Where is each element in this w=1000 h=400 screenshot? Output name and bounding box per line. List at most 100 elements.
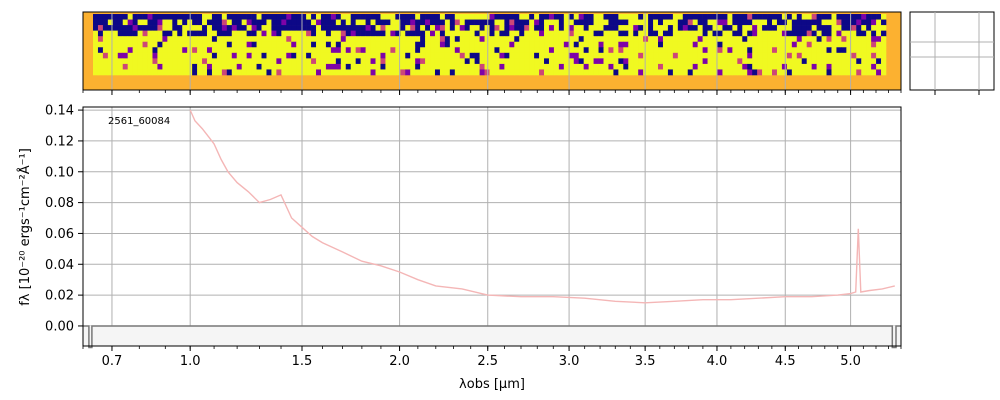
spectrum-2d-pixel <box>469 69 475 76</box>
spectrum-2d-pixel <box>514 69 520 76</box>
spectrum-2d-pixel <box>286 30 292 37</box>
spectrum-2d-pixel <box>539 30 545 37</box>
spectrum-2d-pixel <box>469 36 475 43</box>
spectrum-2d-pixel <box>162 25 168 31</box>
spectrum-2d-pixel <box>553 69 560 76</box>
spectrum-2d-pixel <box>866 30 872 37</box>
spectrum-2d-pixel <box>544 69 550 76</box>
spectrum-2d-pixel <box>821 47 827 54</box>
spectrum-2d-pixel <box>206 58 213 65</box>
spectrum-2d-pixel <box>102 63 109 70</box>
spectrum-2d-pixel <box>157 25 163 31</box>
spectrum-2d-pixel <box>117 41 124 48</box>
spectrum-2d-pixel <box>881 14 887 20</box>
spectrum-2d-pixel <box>786 47 793 54</box>
spectrum-2d-pixel <box>127 52 133 59</box>
spectrum-2d-pixel <box>836 63 842 70</box>
spectrum-2d-pixel <box>197 25 203 31</box>
spectrum-2d-pixel <box>767 36 773 43</box>
spectrum-2d-pixel <box>271 19 277 26</box>
spectrum-2d-pixel <box>598 69 604 76</box>
spectrum-2d-pixel <box>628 63 634 70</box>
spectrum-2d-pixel <box>385 63 391 70</box>
spectrum-2d-pixel <box>256 41 262 48</box>
spectrum-2d-pixel <box>697 30 703 37</box>
spectrum-2d-pixel <box>385 47 391 54</box>
spectrum-2d-pixel <box>261 52 267 59</box>
spectrum-2d-pixel <box>117 30 124 37</box>
spectrum-2d-pixel <box>97 14 104 20</box>
spectrum-2d-pixel <box>672 58 679 65</box>
spectrum-2d-pixel <box>439 63 446 70</box>
spectrum-2d-pixel <box>633 36 639 43</box>
spectrum-2d-pixel <box>876 25 882 31</box>
spectrum-2d-pixel <box>316 36 322 43</box>
spectrum-2d-pixel <box>281 63 287 70</box>
spectrum-2d-pixel <box>762 52 768 59</box>
spectrum-2d-pixel <box>856 52 862 59</box>
spectrum-2d-pixel <box>281 69 287 76</box>
spectrum-2d-pixel <box>588 41 594 48</box>
spectrum-2d-pixel <box>757 41 763 48</box>
spectrum-2d-pixel <box>157 58 163 65</box>
spectrum-2d-pixel <box>325 69 332 76</box>
spectrum-2d-pixel <box>791 14 798 20</box>
spectrum-2d-pixel <box>658 25 664 31</box>
spectrum-2d-pixel <box>142 69 148 76</box>
spectrum-2d-pixel <box>286 52 292 59</box>
spectrum-2d-pixel <box>127 30 133 37</box>
spectrum-2d-pixel <box>524 30 530 37</box>
spectrum-2d-pixel <box>583 47 589 54</box>
spectrum-2d-pixel <box>613 47 619 54</box>
spectrum-2d-pixel <box>509 41 515 48</box>
spectrum-2d-pixel <box>608 19 614 26</box>
spectrum-2d-pixel <box>484 14 490 20</box>
spectrum-2d-pixel <box>732 63 738 70</box>
spectrum-2d-pixel <box>717 30 723 37</box>
spectrum-2d-pixel <box>469 25 475 31</box>
spectrum-2d-pixel <box>707 41 713 48</box>
spectrum-2d-pixel <box>831 52 837 59</box>
spectrum-2d-pixel <box>365 63 371 70</box>
spectrum-2d-pixel <box>281 36 287 43</box>
spectrum-2d-pixel <box>598 41 604 48</box>
spectrum-2d-pixel <box>117 69 124 76</box>
spectrum-2d-pixel <box>811 25 817 31</box>
spectrum-2d-pixel <box>578 14 584 20</box>
spectrum-2d-pixel <box>568 36 575 43</box>
spectrum-2d-pixel <box>132 30 138 37</box>
spectrum-2d-pixel <box>846 30 852 37</box>
spectrum-2d-pixel <box>826 14 832 20</box>
spectrum-2d-pixel <box>806 52 812 59</box>
spectrum-2d-pixel <box>162 63 168 70</box>
spectrum-2d-pixel <box>524 14 530 20</box>
spectrum-2d-pixel <box>816 19 822 26</box>
spectrum-2d-pixel <box>529 14 535 20</box>
spectrum-2d-pixel <box>281 58 287 65</box>
spectrum-2d-pixel <box>687 52 694 59</box>
spectrum-2d-pixel <box>781 52 788 59</box>
spectrum-2d-pixel <box>727 47 733 54</box>
spectrum-2d-pixel <box>464 63 470 70</box>
spectrum-2d-pixel <box>137 52 143 59</box>
spectrum-2d-pixel <box>861 69 867 76</box>
spectrum-2d-pixel <box>439 14 446 20</box>
spectrum-2d-pixel <box>216 30 223 37</box>
spectrum-2d-pixel <box>806 63 812 70</box>
spectrum-2d-pixel <box>499 69 505 76</box>
spectrum-2d-pixel <box>142 30 148 37</box>
spectrum-2d-pixel <box>221 14 228 20</box>
spectrum-2d-pixel <box>539 47 545 54</box>
spectrum-2d-pixel <box>479 36 485 43</box>
spectrum-2d-pixel <box>851 25 857 31</box>
spectrum-2d-pixel <box>707 63 713 70</box>
spectrum-2d-pixel <box>97 36 104 43</box>
spectrum-2d-pixel <box>375 25 381 31</box>
spectrum-2d-pixel <box>395 58 401 65</box>
spectrum-2d-pixel <box>340 52 347 59</box>
spectrum-2d-pixel <box>415 30 421 37</box>
spectrum-2d-pixel <box>767 25 773 31</box>
spectrum-2d-pixel <box>484 36 490 43</box>
spectrum-2d-pixel <box>514 14 520 20</box>
spectrum-2d-pixel <box>737 63 743 70</box>
